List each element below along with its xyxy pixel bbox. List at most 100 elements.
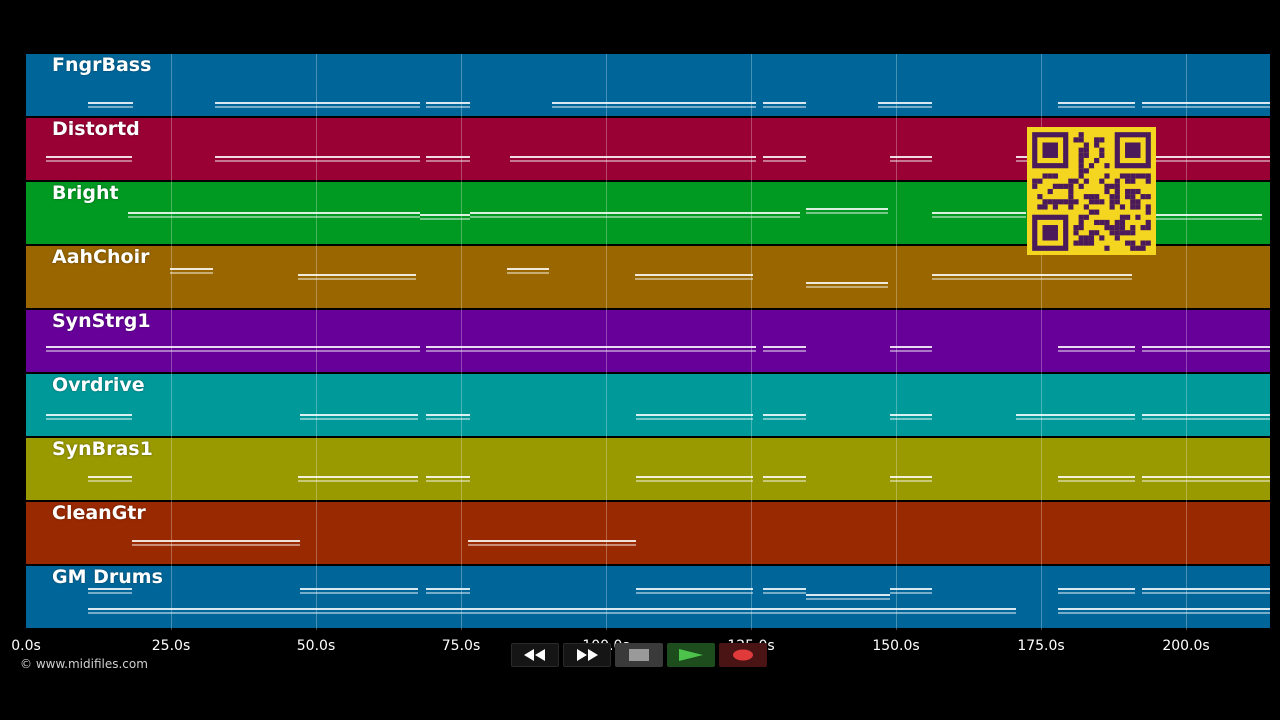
note-bar (426, 102, 470, 104)
note-bar (1016, 160, 1030, 162)
transport-controls (511, 643, 769, 669)
track-name: SynBras1 (52, 438, 153, 460)
note-bar (1016, 156, 1030, 158)
note-bar (426, 414, 470, 416)
note-bar (170, 268, 213, 270)
note-bar (420, 214, 470, 216)
note-bar (88, 480, 132, 482)
stop-icon (629, 649, 649, 661)
note-bar (1142, 418, 1270, 420)
time-gridline (896, 54, 897, 630)
note-bar (468, 540, 636, 542)
note-bar (132, 540, 300, 542)
note-bar (426, 476, 470, 478)
note-bar (1156, 160, 1270, 162)
note-bar (878, 102, 932, 104)
note-bar (170, 272, 213, 274)
note-bar (298, 480, 418, 482)
note-bar (215, 156, 420, 158)
time-tick-label: 200.0s (1162, 638, 1210, 654)
note-bar (46, 350, 420, 352)
note-bar (1142, 480, 1270, 482)
record-icon (733, 649, 753, 661)
note-bar (1156, 218, 1262, 220)
play-button[interactable] (667, 643, 715, 667)
track-name: GM Drums (52, 566, 163, 588)
note-bar (300, 418, 418, 420)
note-bar (1142, 106, 1270, 108)
note-bar (88, 588, 132, 590)
note-bar (932, 278, 1132, 280)
note-bar (890, 418, 932, 420)
note-bar (806, 282, 888, 284)
note-bar (510, 156, 756, 158)
note-bar (1142, 592, 1270, 594)
note-bar (1058, 476, 1135, 478)
note-bar (300, 588, 418, 590)
note-bar (890, 480, 932, 482)
note-bar (507, 272, 549, 274)
time-gridline (171, 54, 172, 630)
time-tick-label: 75.0s (441, 638, 481, 654)
note-bar (1016, 414, 1135, 416)
rewind-button[interactable] (511, 643, 559, 667)
track-lane: AahChoir (26, 246, 1270, 308)
note-bar (763, 414, 806, 416)
note-bar (420, 218, 470, 220)
note-bar (1142, 414, 1270, 416)
fast-forward-icon (577, 649, 598, 661)
note-bar (763, 480, 806, 482)
time-gridline (1186, 54, 1187, 630)
note-bar (806, 286, 888, 288)
time-tick-label: 175.0s (1017, 638, 1065, 654)
note-bar (1058, 612, 1270, 614)
note-bar (890, 346, 932, 348)
record-button[interactable] (719, 643, 767, 667)
note-bar (636, 592, 753, 594)
note-bar (635, 274, 753, 276)
fast-forward-button[interactable] (563, 643, 611, 667)
note-bar (46, 156, 132, 158)
note-bar (215, 102, 420, 104)
note-bar (806, 208, 888, 210)
note-bar (1156, 156, 1270, 158)
note-bar (890, 350, 932, 352)
time-gridline (316, 54, 317, 630)
note-bar (88, 102, 133, 104)
note-bar (890, 156, 932, 158)
note-bar (1142, 346, 1270, 348)
note-bar (1058, 480, 1135, 482)
note-bar (763, 418, 806, 420)
time-gridline (751, 54, 752, 630)
note-bar (426, 418, 470, 420)
track-lane: Ovrdrive (26, 374, 1270, 436)
note-bar (1058, 592, 1135, 594)
track-name: Ovrdrive (52, 374, 145, 396)
note-bar (1142, 588, 1270, 590)
note-bar (763, 592, 806, 594)
track-lane: SynBras1 (26, 438, 1270, 500)
note-bar (510, 160, 756, 162)
note-bar (763, 160, 806, 162)
note-bar (426, 106, 470, 108)
note-bar (470, 212, 800, 214)
note-bar (46, 418, 132, 420)
time-tick-label: 50.0s (296, 638, 336, 654)
time-gridline (606, 54, 607, 630)
note-bar (636, 418, 753, 420)
note-bar (890, 592, 932, 594)
note-bar (1058, 608, 1270, 610)
stop-button[interactable] (615, 643, 663, 667)
note-bar (1058, 106, 1135, 108)
note-bar (300, 592, 418, 594)
note-bar (552, 102, 756, 104)
note-bar (1058, 350, 1135, 352)
note-bar (46, 414, 132, 416)
note-bar (426, 156, 470, 158)
track-name: Distortd (52, 118, 140, 140)
track-name: AahChoir (52, 246, 150, 268)
note-bar (635, 278, 753, 280)
track-name: CleanGtr (52, 502, 146, 524)
note-bar (426, 350, 756, 352)
note-bar (507, 268, 549, 270)
